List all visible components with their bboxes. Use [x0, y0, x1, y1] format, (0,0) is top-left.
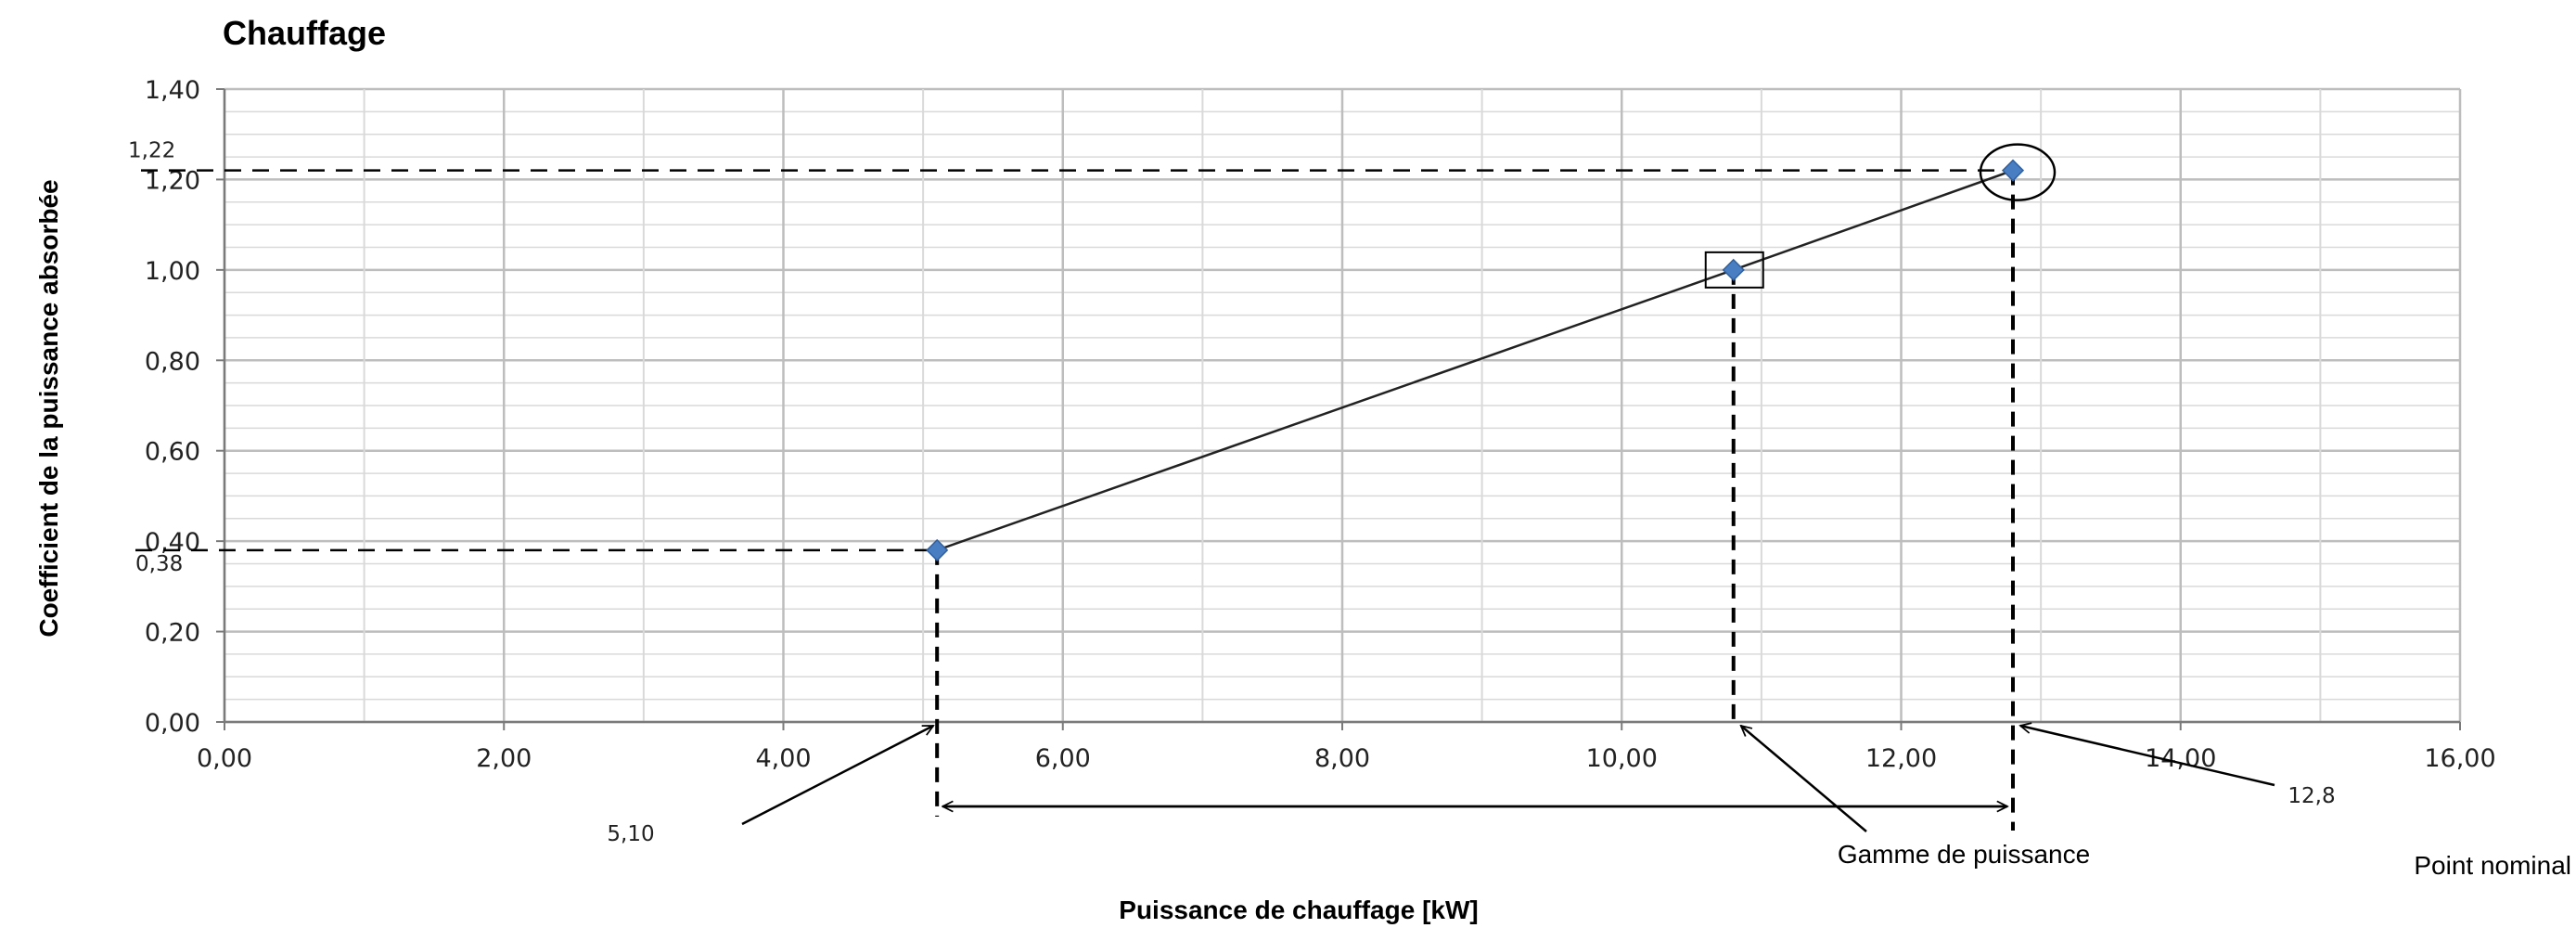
mid-arrow — [1741, 726, 1867, 832]
y-tick-label: 1,00 — [145, 257, 200, 286]
y-tick-label: 0,80 — [145, 347, 200, 376]
x-tick-label: 6,00 — [1035, 744, 1091, 773]
nominal-point-circle — [1979, 143, 2057, 201]
data-point — [926, 538, 949, 561]
data-point — [1722, 258, 1745, 281]
annotations: 1,22 0,38 5,10 12,8 Gamme de puissance Point … — [128, 139, 2571, 880]
x-tick-label: 0,00 — [197, 744, 252, 773]
x-axis-title: Puissance de chauffage [kW] — [1119, 896, 1478, 924]
x-tick-label: 16,00 — [2424, 744, 2495, 773]
nominal-point-label: Point nominal — [2414, 851, 2571, 880]
x-min-value-label: 5,10 — [607, 822, 654, 846]
y-tick-labels: 0,000,200,400,600,801,001,201,40 — [145, 76, 200, 738]
axes — [216, 88, 2461, 730]
series — [926, 159, 2025, 561]
x-tick-label: 2,00 — [476, 744, 532, 773]
x-tick-label: 12,00 — [1865, 744, 1937, 773]
y-tick-label: 0,60 — [145, 438, 200, 467]
guide-lines — [135, 169, 2015, 831]
y-axis-title: Coefficient de la puissance absorbée — [34, 179, 63, 637]
y-tick-label: 0,20 — [145, 619, 200, 648]
x-tick-label: 4,00 — [755, 744, 811, 773]
nominal-arrow — [2020, 726, 2275, 787]
x-nominal-value-label: 12,8 — [2288, 784, 2335, 808]
chart-title: Chauffage — [223, 14, 386, 52]
mid-point-box — [1704, 251, 1764, 289]
x-tick-label: 8,00 — [1314, 744, 1370, 773]
data-point — [2001, 159, 2025, 182]
y-min-value-label: 0,38 — [135, 552, 183, 576]
x-tick-labels: 0,00 2,00 4,00 6,00 8,00 10,00 12,00 14,00 16,00 — [197, 744, 2496, 773]
x-min-arrow — [741, 724, 933, 826]
y-tick-label: 0,40 — [145, 528, 200, 557]
range-label: Gamme de puissance — [1838, 840, 2090, 869]
y-tick-label: 1,40 — [145, 76, 200, 105]
y-nominal-value-label: 1,22 — [128, 139, 175, 163]
grid — [223, 87, 2462, 724]
y-tick-label: 0,00 — [145, 709, 200, 738]
x-tick-label: 10,00 — [1586, 744, 1658, 773]
